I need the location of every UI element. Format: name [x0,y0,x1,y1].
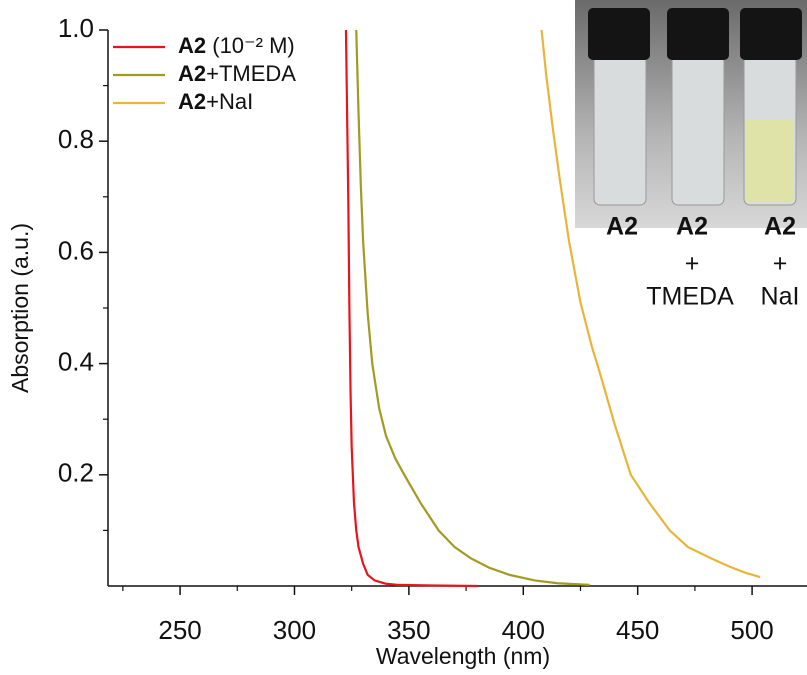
x-tick-label: 350 [387,615,430,645]
x-tick-label: 400 [502,615,545,645]
y-tick-label: 0.4 [58,346,94,376]
inset-label: TMEDA [646,283,734,311]
x-tick-label: 500 [730,615,773,645]
series-line [344,29,478,588]
inset-label: + [773,250,788,278]
inset-photo [575,0,807,228]
y-axis-title: Absorption (a.u.) [7,223,33,393]
inset-label: A2 [676,213,708,241]
inset-label: + [685,250,700,278]
inset-label: NaI [761,283,800,311]
series-line [355,29,590,586]
legend-label: A2 (10⁻² M) [178,33,295,58]
x-tick-label: 300 [273,615,316,645]
y-tick-label: 0.6 [58,235,94,265]
x-axis-title: Wavelength (nm) [376,643,550,669]
legend-label: A2+TMEDA [178,61,296,86]
y-tick-label: 0.8 [58,124,94,154]
x-tick-label: 450 [616,615,659,645]
inset-label: A2 [764,213,796,241]
x-tick-label: 250 [158,615,201,645]
series-line [540,29,761,579]
legend-label: A2+NaI [178,89,253,114]
y-tick-label: 0.2 [58,458,94,488]
y-tick-label: 1.0 [58,13,94,43]
inset-label: A2 [606,213,638,241]
